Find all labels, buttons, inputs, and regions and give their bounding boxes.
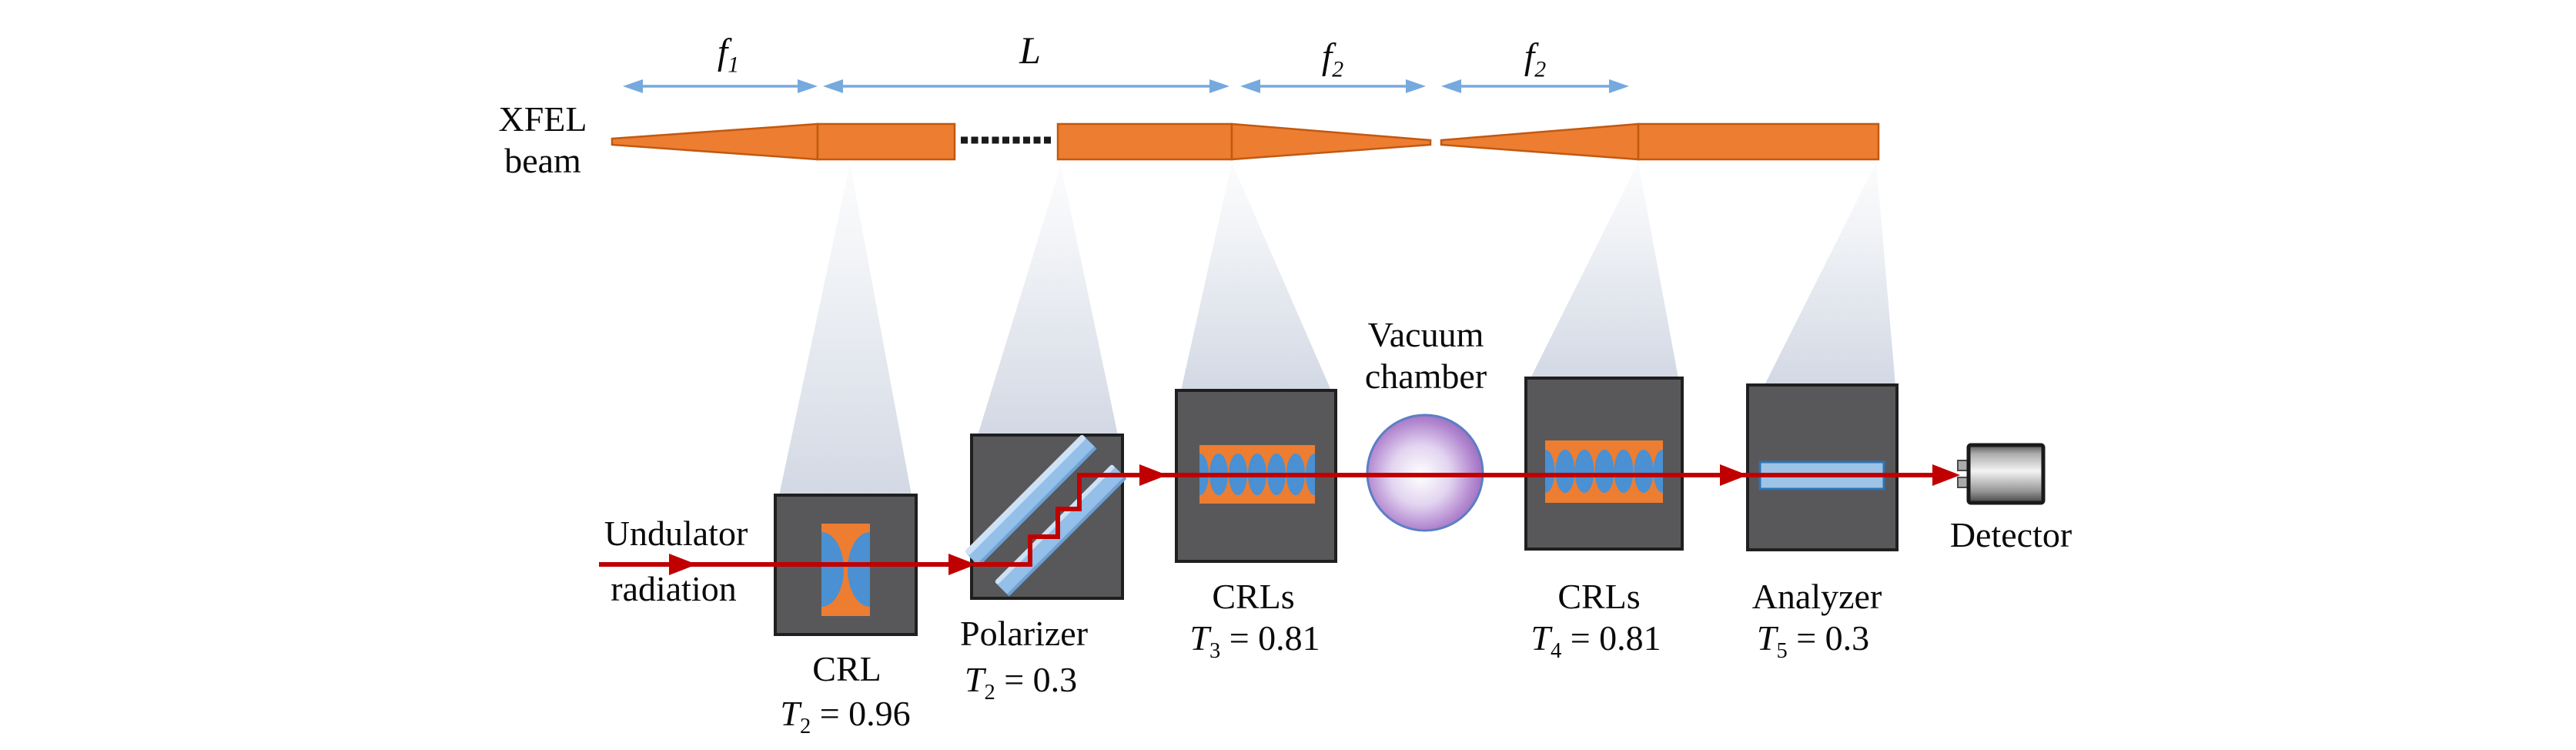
- crls2-transmission: T4 = 0.81: [1531, 618, 1661, 665]
- light-cone-5: [1765, 162, 1895, 385]
- ray-zigzag-in-polarizer: [973, 473, 1129, 567]
- t-value: = 0.81: [1561, 618, 1661, 658]
- arrowhead-icon: [1240, 79, 1260, 93]
- ray-arrowhead-icon: [669, 554, 697, 575]
- t-value: = 0.3: [1787, 618, 1870, 658]
- distance-label-f1: f1: [718, 31, 739, 79]
- dimension-arrow-f2b: [1441, 79, 1629, 93]
- light-cone-3: [1181, 162, 1331, 390]
- focus-light-cones: [779, 162, 1895, 495]
- crl-label: CRL: [812, 649, 882, 688]
- radiation-ray: [599, 464, 1960, 575]
- t-value: = 0.3: [995, 660, 1078, 699]
- t-subscript: 4: [1550, 639, 1562, 664]
- xfel-beam-label-line2: beam: [504, 141, 581, 181]
- undulator-label: Undulator: [604, 514, 748, 553]
- distance-subscript: 2: [1534, 56, 1547, 82]
- t-symbol: T: [1756, 618, 1777, 658]
- component-housings: [774, 377, 1899, 636]
- dimension-arrow-L: [823, 79, 1229, 93]
- vacuum-chamber-label: Vacuum chamber: [1365, 314, 1487, 398]
- analyzer-transmission: T5 = 0.3: [1757, 618, 1869, 665]
- polarizer-transmission: T2 = 0.3: [965, 659, 1077, 706]
- crls-array-icon-2: [1545, 440, 1663, 503]
- beam-rediverging-segment: [1440, 122, 1640, 161]
- analyzer-label: Analyzer: [1751, 577, 1882, 616]
- arrowhead-icon: [623, 79, 643, 93]
- dimension-arrow-f2a: [1240, 79, 1426, 93]
- radiation-label: radiation: [611, 569, 737, 608]
- arrowhead-icon: [1209, 79, 1229, 93]
- vacuum-chamber-label-line1: Vacuum: [1367, 315, 1484, 354]
- ray-arrowhead-icon: [1932, 464, 1960, 486]
- beam-collimated-segment-2: [1056, 122, 1233, 161]
- crl-transmission: T2 = 0.96: [780, 693, 910, 740]
- light-cone-2: [978, 165, 1118, 435]
- channel-cut-crystal-icon: [965, 434, 1127, 597]
- arrowhead-icon: [823, 79, 843, 93]
- ray-arrowhead-icon: [1139, 464, 1167, 486]
- crls2-label: CRLs: [1557, 577, 1641, 616]
- ray-arrowhead-icon: [948, 554, 976, 575]
- dimension-arrows: [623, 79, 1629, 93]
- xfel-beam-label-line1: XFEL: [498, 99, 587, 139]
- t-subscript: 3: [1209, 639, 1221, 664]
- detector-icon: [1957, 443, 2046, 505]
- arrowhead-icon: [1441, 79, 1461, 93]
- arrowhead-icon: [1609, 79, 1629, 93]
- arrowhead-icon: [798, 79, 818, 93]
- detector-body: [1966, 443, 2046, 505]
- beam-diverging-segment: [611, 122, 819, 161]
- t-symbol: T: [1189, 618, 1209, 658]
- t-symbol: T: [964, 660, 985, 699]
- t-subscript: 5: [1776, 639, 1788, 664]
- beam-converging-segment: [1230, 122, 1432, 161]
- t-symbol: T: [780, 694, 800, 733]
- distance-label-L: L: [1019, 28, 1041, 79]
- polarizer-box: [970, 434, 1124, 600]
- detector-label: Detector: [1949, 515, 2073, 554]
- t-subscript: 2: [799, 715, 811, 739]
- polarizer-label: Polarizer: [959, 614, 1089, 653]
- dimension-arrow-f1: [623, 79, 818, 93]
- crl-lens-icon: [821, 524, 870, 616]
- distance-label-f2b: f2: [1524, 35, 1546, 83]
- light-cone-1: [779, 163, 912, 495]
- beam-collimated-segment-3: [1637, 122, 1880, 161]
- distance-subscript: 2: [1332, 56, 1344, 82]
- t-value: = 0.81: [1220, 618, 1320, 658]
- crls1-label: CRLs: [1212, 577, 1295, 616]
- beam-collimated-segment-1: [816, 122, 956, 161]
- vacuum-chamber-label-line2: chamber: [1364, 357, 1487, 397]
- distance-symbol: f: [717, 32, 728, 72]
- distance-symbol: L: [1019, 28, 1041, 72]
- distance-label-f2a: f2: [1322, 35, 1343, 83]
- t-subscript: 2: [984, 681, 995, 705]
- distance-symbol: f: [1524, 36, 1535, 77]
- t-value: = 0.96: [811, 694, 911, 733]
- arrowhead-icon: [1406, 79, 1426, 93]
- xfel-beam-envelope: [611, 122, 1880, 161]
- xfel-beam-label: XFEL beam: [499, 99, 587, 182]
- ray-arrowhead-icon: [1720, 464, 1748, 486]
- distance-symbol: f: [1321, 36, 1333, 77]
- t-symbol: T: [1531, 618, 1551, 658]
- crls1-transmission: T3 = 0.81: [1189, 618, 1320, 665]
- light-cone-4: [1531, 162, 1678, 378]
- distance-subscript: 1: [728, 52, 740, 78]
